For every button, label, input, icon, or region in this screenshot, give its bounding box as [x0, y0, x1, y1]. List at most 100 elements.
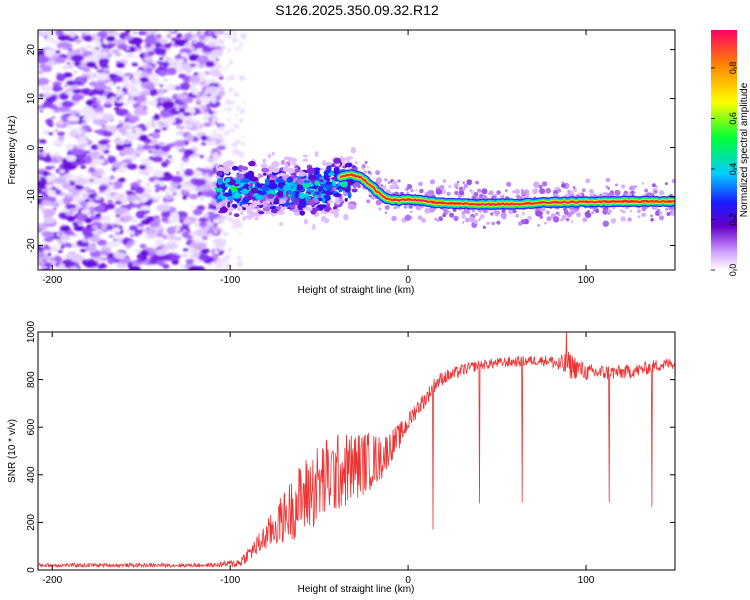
tone-halo-cell — [442, 179, 447, 183]
noise-cell — [125, 141, 130, 144]
noise-cell — [60, 114, 68, 120]
signal-cell — [316, 204, 326, 210]
signal-cell — [267, 153, 272, 159]
tone-halo-cell — [591, 211, 595, 215]
noise-cell — [38, 177, 41, 181]
colorbar-tick-label: 0.4 — [728, 163, 738, 176]
tone-halo-cell — [541, 207, 546, 212]
noise-cell — [130, 86, 137, 90]
noise-cell — [80, 165, 87, 169]
noise-cell — [152, 197, 159, 201]
noise-cell — [162, 78, 168, 82]
tone-halo-cell — [552, 216, 560, 223]
tone-halo-cell — [363, 170, 367, 174]
tone-halo-cell — [560, 218, 564, 222]
noise-cell — [147, 199, 154, 204]
noise-cell — [116, 144, 125, 151]
signal-cell — [227, 206, 235, 212]
noise-cell — [106, 35, 116, 42]
noise-cell — [38, 139, 47, 144]
noise-cell — [156, 232, 164, 237]
noise-cell — [107, 52, 113, 56]
noise-cell — [98, 236, 102, 239]
noise-cell — [161, 127, 168, 131]
signal-cell — [332, 187, 337, 191]
noise-cell — [134, 95, 147, 103]
signal-cell — [343, 157, 348, 161]
tone-halo-cell — [393, 206, 396, 210]
tone-halo-cell — [538, 184, 543, 189]
tone-halo-cell — [620, 184, 626, 189]
noise-cell — [105, 54, 113, 59]
tone-halo-cell — [665, 182, 668, 186]
noise-cell — [97, 217, 103, 221]
noise-cell — [176, 33, 183, 39]
noise-cell — [192, 178, 206, 187]
tone-halo-cell — [521, 211, 525, 216]
noise-fringe-cell — [221, 257, 227, 263]
noise-fringe-cell — [238, 46, 242, 50]
noise-cell — [198, 64, 205, 68]
noise-cell — [53, 207, 57, 211]
noise-fringe-cell — [220, 50, 223, 53]
noise-cell — [205, 230, 213, 235]
noise-cell — [39, 110, 43, 113]
noise-cell — [66, 64, 74, 69]
noise-cell — [58, 263, 66, 269]
noise-cell — [138, 30, 147, 36]
tone-halo-cell — [651, 183, 656, 188]
noise-cell — [175, 132, 179, 136]
noise-cell — [56, 155, 64, 162]
signal-cell — [303, 218, 308, 225]
tone-halo-cell — [622, 210, 626, 214]
noise-cell — [125, 124, 130, 128]
noise-cell — [165, 83, 178, 91]
tone-halo-cell — [418, 181, 423, 187]
tone-halo-cell — [527, 215, 532, 221]
noise-cell — [205, 60, 216, 68]
noise-cell — [126, 163, 138, 170]
tone-halo-cell — [637, 215, 641, 219]
tone-halo-cell — [493, 210, 498, 214]
tone-halo-cell — [446, 191, 451, 196]
noise-cell — [150, 139, 158, 144]
noise-region — [38, 30, 247, 270]
noise-cell — [106, 224, 114, 231]
colorbar-tick-label: 0.2 — [728, 213, 738, 226]
noise-cell — [43, 217, 56, 224]
noise-cell — [146, 248, 155, 253]
noise-cell — [107, 125, 118, 133]
noise-fringe-cell — [219, 38, 225, 45]
noise-cell — [190, 46, 195, 51]
noise-cell — [165, 56, 171, 62]
signal-cell — [232, 192, 242, 199]
noise-fringe-cell — [228, 60, 234, 65]
noise-cell — [132, 199, 140, 205]
noise-cell — [98, 207, 104, 212]
noise-cell — [67, 115, 80, 122]
tone-halo-cell — [599, 193, 602, 197]
noise-cell — [43, 249, 50, 254]
colorbar-tick-label: 0.6 — [728, 112, 738, 125]
signal-cell — [237, 206, 242, 212]
noise-cell — [139, 170, 144, 174]
noise-cell — [82, 67, 91, 73]
noise-cell — [81, 209, 91, 215]
signal-cell — [276, 210, 285, 215]
noise-cell — [124, 228, 129, 233]
noise-cell — [39, 63, 47, 70]
tone-halo-cell — [538, 211, 543, 216]
signal-cell — [285, 189, 289, 197]
noise-cell — [59, 225, 71, 232]
noise-cell — [90, 144, 99, 151]
noise-cell — [192, 40, 197, 43]
noise-cell — [103, 70, 110, 75]
noise-cell — [139, 250, 149, 257]
noise-cell — [56, 73, 66, 82]
signal-cell — [279, 222, 283, 226]
noise-cell — [83, 45, 89, 50]
noise-cell — [97, 31, 108, 38]
noise-cell — [63, 84, 68, 88]
noise-cell — [157, 228, 165, 233]
noise-cell — [66, 62, 71, 65]
